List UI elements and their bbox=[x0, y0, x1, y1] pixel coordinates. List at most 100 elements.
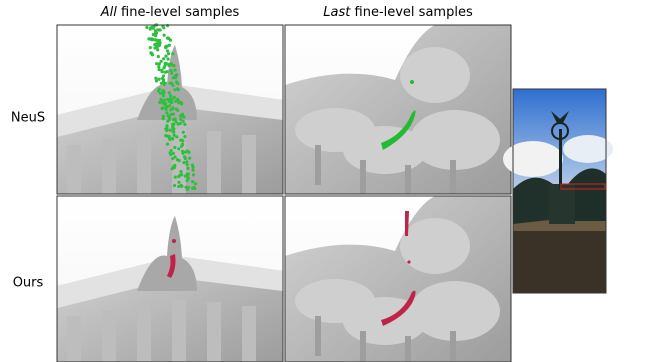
sample-dot bbox=[186, 173, 189, 176]
sample-dot bbox=[168, 91, 171, 94]
sample-dot bbox=[180, 170, 183, 173]
sample-dot bbox=[169, 69, 172, 72]
render-panel bbox=[57, 196, 283, 362]
sample-dot bbox=[169, 94, 172, 97]
sample-dot bbox=[192, 169, 195, 172]
sample-dot bbox=[166, 98, 169, 101]
sample-dot bbox=[173, 88, 176, 91]
sample-dot bbox=[179, 118, 182, 121]
sample-dot bbox=[173, 96, 176, 99]
sample-dot bbox=[149, 46, 152, 49]
sample-dot bbox=[145, 26, 148, 29]
sample-dot bbox=[182, 131, 185, 134]
sample-dot bbox=[164, 46, 167, 49]
sample-dot bbox=[192, 173, 195, 176]
sample-dot bbox=[167, 114, 170, 117]
sample-dot bbox=[160, 98, 163, 101]
sample-dot bbox=[162, 80, 165, 83]
sample-dot bbox=[183, 123, 186, 126]
sample-dot bbox=[166, 24, 169, 27]
sample-dot bbox=[193, 187, 196, 190]
photo bbox=[503, 89, 613, 293]
sample-dot bbox=[150, 52, 153, 55]
sample-dot bbox=[164, 55, 167, 58]
sample-dot bbox=[157, 65, 160, 68]
render-panel bbox=[57, 23, 283, 194]
sample-dot bbox=[165, 127, 168, 130]
sample-dot bbox=[158, 28, 161, 31]
sample-dot bbox=[176, 82, 179, 85]
header-emphasis: Last bbox=[323, 5, 351, 20]
sample-dot bbox=[179, 122, 182, 125]
sample-dot bbox=[176, 158, 179, 161]
sample-dot bbox=[170, 82, 173, 85]
sample-dot bbox=[183, 155, 186, 158]
sample-dot bbox=[175, 120, 178, 123]
sample-dot bbox=[179, 174, 182, 177]
row-label: Ours bbox=[13, 276, 44, 291]
sample-dot bbox=[172, 127, 175, 130]
sample-dot bbox=[168, 64, 171, 67]
sample-dot bbox=[168, 135, 171, 138]
sample-dot bbox=[191, 164, 194, 167]
sample-dot bbox=[158, 88, 161, 91]
render-panel bbox=[285, 196, 511, 362]
sample-dot bbox=[180, 139, 183, 142]
sample-dot bbox=[174, 176, 177, 179]
sample-dot bbox=[181, 113, 184, 116]
sample-dot bbox=[161, 77, 164, 80]
sample-dot bbox=[160, 70, 163, 73]
sample-dot bbox=[162, 66, 165, 69]
figure: All fine-level samples Last fine-level s… bbox=[0, 0, 649, 362]
sample-dot bbox=[172, 113, 175, 116]
sample-dot bbox=[158, 101, 161, 104]
sample-dot bbox=[168, 118, 171, 121]
sample-dot bbox=[162, 94, 165, 97]
sample-dot bbox=[167, 52, 170, 55]
sample-dot bbox=[163, 34, 166, 37]
sample-dot bbox=[166, 143, 169, 146]
sample-dot bbox=[182, 120, 185, 123]
sample-dot bbox=[173, 184, 176, 187]
sample-dot bbox=[180, 184, 183, 187]
sample-dot bbox=[154, 77, 157, 80]
sample-dot bbox=[162, 26, 165, 29]
column-header: Last fine-level samples bbox=[323, 5, 473, 20]
sample-dot bbox=[150, 37, 153, 40]
sample-dot bbox=[176, 109, 179, 112]
sample-dot bbox=[175, 73, 178, 76]
sample-dot bbox=[162, 89, 165, 92]
sample-dot bbox=[161, 106, 164, 109]
sample-dot bbox=[174, 100, 177, 103]
sample-dot bbox=[162, 57, 165, 60]
sample-dot bbox=[157, 55, 160, 58]
sample-dot bbox=[185, 160, 188, 163]
sample-dot bbox=[191, 180, 194, 183]
sample-dot bbox=[171, 52, 174, 55]
sample-dot bbox=[174, 117, 177, 120]
sample-dot bbox=[155, 62, 158, 65]
row-label: NeuS bbox=[11, 111, 45, 126]
header-text: fine-level samples bbox=[121, 5, 239, 20]
sample-dot bbox=[186, 163, 189, 166]
header-text: fine-level samples bbox=[355, 5, 473, 20]
render-panel bbox=[285, 25, 511, 194]
sample-dot bbox=[173, 134, 176, 137]
sample-dot bbox=[163, 99, 166, 102]
sample-dot bbox=[158, 78, 161, 81]
sample-dot bbox=[177, 101, 180, 104]
sample-dot bbox=[174, 76, 177, 79]
sample-dot bbox=[152, 33, 155, 36]
sample-dot bbox=[194, 182, 197, 185]
sample-dot bbox=[170, 101, 173, 104]
sample-dot bbox=[171, 137, 174, 140]
sample-dot bbox=[164, 134, 167, 137]
sample-dot bbox=[167, 57, 170, 60]
sample-dot bbox=[172, 166, 175, 169]
sample-dot bbox=[177, 181, 180, 184]
sample-dot bbox=[180, 102, 183, 105]
sample-dot bbox=[170, 98, 173, 101]
sample-dot bbox=[173, 64, 176, 67]
sample-dot bbox=[177, 147, 180, 150]
sample-dot bbox=[166, 70, 169, 73]
